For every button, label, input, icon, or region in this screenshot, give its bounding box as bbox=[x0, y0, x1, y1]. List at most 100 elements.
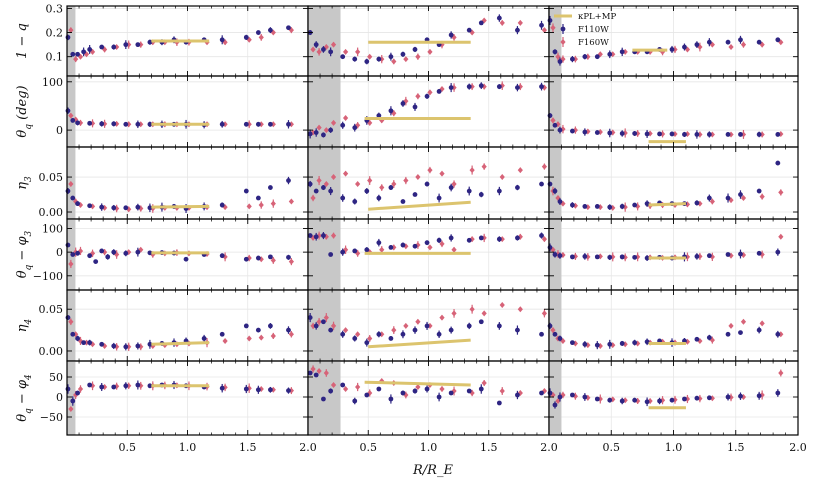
point-F110W bbox=[340, 54, 346, 60]
point-F110W bbox=[570, 340, 575, 346]
panel-eta3-left bbox=[65, 146, 309, 220]
point-F110W bbox=[436, 195, 442, 201]
point-F160W bbox=[342, 386, 349, 392]
point-F160W bbox=[68, 112, 74, 119]
point-F160W bbox=[728, 322, 734, 329]
legend-marker-F160W bbox=[560, 39, 566, 45]
model-line bbox=[368, 338, 471, 349]
y-axis-label-theta: θq (deg) bbox=[15, 85, 34, 137]
point-F160W bbox=[379, 378, 385, 384]
y-label-text: (deg) bbox=[15, 85, 30, 124]
point-F110W bbox=[412, 47, 418, 52]
y-label-text: − φ bbox=[15, 236, 30, 265]
point-F110W bbox=[775, 37, 781, 43]
point-F110W bbox=[515, 327, 520, 333]
point-F110W bbox=[352, 125, 358, 131]
point-F160W bbox=[550, 392, 556, 398]
point-F110W bbox=[570, 202, 575, 208]
point-F110W bbox=[644, 201, 650, 207]
point-F160W bbox=[427, 322, 433, 329]
point-F160W bbox=[415, 93, 421, 100]
point-F110W bbox=[75, 201, 81, 207]
point-F110W bbox=[70, 118, 76, 123]
point-F160W bbox=[310, 366, 316, 372]
point-F110W bbox=[424, 93, 430, 99]
point-F160W bbox=[597, 396, 603, 402]
point-F110W bbox=[328, 188, 334, 194]
point-F160W bbox=[77, 337, 84, 344]
point-F110W bbox=[478, 20, 484, 26]
point-F160W bbox=[469, 390, 475, 396]
point-F110W bbox=[243, 121, 249, 127]
point-F110W bbox=[388, 185, 394, 190]
point-F110W bbox=[657, 131, 662, 137]
point-F110W bbox=[424, 181, 430, 187]
point-F110W bbox=[376, 195, 382, 201]
y-label-text: θ bbox=[15, 270, 30, 278]
point-F110W bbox=[70, 51, 76, 57]
point-F110W bbox=[321, 396, 326, 402]
point-F110W bbox=[147, 39, 153, 45]
point-F110W bbox=[539, 331, 544, 337]
panel-dphi3-left bbox=[65, 218, 309, 291]
point-F160W bbox=[597, 342, 603, 349]
point-F110W bbox=[756, 39, 762, 45]
point-F110W bbox=[147, 205, 153, 211]
y-tick-label-eta3: 0.00 bbox=[39, 206, 64, 219]
point-F110W bbox=[644, 255, 650, 261]
point-F160W bbox=[310, 195, 316, 202]
point-F110W bbox=[364, 188, 370, 194]
point-F110W bbox=[756, 132, 762, 137]
point-F110W bbox=[286, 25, 291, 31]
point-F160W bbox=[672, 396, 678, 403]
point-F110W bbox=[738, 251, 743, 257]
model-line bbox=[368, 200, 471, 211]
point-F110W bbox=[135, 382, 141, 388]
point-F110W bbox=[219, 385, 225, 391]
point-F110W bbox=[694, 253, 700, 259]
point-F110W bbox=[694, 132, 700, 137]
point-F110W bbox=[412, 192, 418, 197]
y-tick-label-dphi4: −50 bbox=[40, 411, 63, 424]
point-F110W bbox=[352, 248, 358, 254]
point-F160W bbox=[342, 327, 349, 334]
point-F160W bbox=[709, 198, 715, 205]
point-F110W bbox=[135, 204, 141, 210]
point-F160W bbox=[427, 167, 433, 174]
point-F110W bbox=[669, 47, 675, 52]
panel-dphi3-right bbox=[547, 218, 799, 291]
point-F110W bbox=[552, 402, 558, 408]
point-F160W bbox=[367, 390, 373, 396]
point-F160W bbox=[68, 181, 74, 188]
point-F160W bbox=[288, 198, 294, 205]
point-F160W bbox=[379, 56, 385, 63]
point-F110W bbox=[255, 327, 261, 333]
inner-region-shading bbox=[67, 290, 76, 361]
point-F160W bbox=[68, 260, 74, 267]
point-F160W bbox=[258, 334, 264, 341]
y-label-subscript: 3 bbox=[24, 176, 34, 182]
point-F110W bbox=[219, 121, 225, 127]
y-tick-label-dphi4: 50 bbox=[49, 371, 63, 384]
point-F110W bbox=[243, 386, 249, 392]
y-label-subscript: q bbox=[24, 264, 34, 270]
point-F110W bbox=[436, 89, 442, 94]
point-F160W bbox=[469, 29, 475, 36]
point-F110W bbox=[376, 113, 382, 119]
point-F110W bbox=[81, 49, 87, 55]
point-F110W bbox=[738, 132, 743, 137]
point-F110W bbox=[111, 205, 117, 211]
y-label-subscript: q bbox=[24, 408, 34, 414]
point-F110W bbox=[75, 120, 81, 126]
point-F110W bbox=[123, 205, 129, 211]
point-F110W bbox=[400, 101, 406, 106]
point-F160W bbox=[355, 181, 361, 188]
point-F110W bbox=[594, 396, 600, 402]
point-F110W bbox=[496, 84, 502, 90]
point-F110W bbox=[388, 108, 394, 114]
inner-region-shading bbox=[67, 6, 76, 76]
point-F110W bbox=[313, 42, 319, 48]
point-F110W bbox=[756, 327, 762, 333]
point-F110W bbox=[268, 185, 273, 190]
point-F110W bbox=[255, 30, 261, 35]
